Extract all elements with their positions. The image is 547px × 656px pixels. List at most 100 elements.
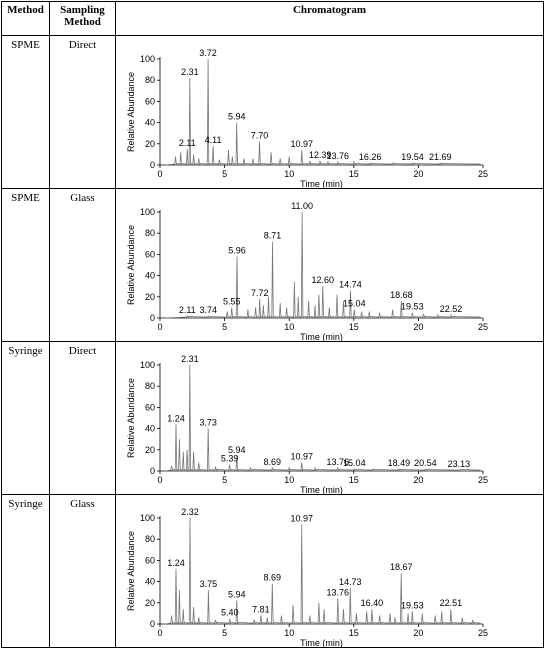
method-cell: SPME: [1, 35, 50, 189]
peak-label: 2.11: [179, 138, 196, 148]
method-cell: Syringe: [1, 341, 50, 495]
peak-label: 19.53: [401, 302, 424, 312]
peak-label: 15.04: [343, 299, 366, 309]
peak-label: 3.73: [199, 418, 217, 428]
sampling-cell: Direct: [49, 35, 116, 189]
peak-label: 5.94: [228, 590, 246, 600]
peak-label: 8.71: [264, 231, 282, 241]
peak-label: 18.49: [388, 458, 411, 468]
y-tick-label: 100: [140, 360, 155, 370]
peak-label: 2.11: [179, 305, 196, 315]
y-tick-label: 20: [145, 598, 155, 608]
chromatogram-chart: 0 20 40 60 80 100 0 5 10 15 20 25 Time (min) Relative…: [126, 507, 488, 648]
peak-label: 20.54: [414, 458, 437, 468]
y-tick-label: 40: [145, 424, 155, 434]
header-method: Method: [1, 1, 50, 36]
peak-label: 5.94: [228, 112, 246, 122]
y-tick-label: 0: [150, 160, 155, 170]
y-tick-label: 80: [145, 75, 155, 85]
peak-label: 2.31: [181, 67, 199, 77]
x-axis-label: Time (min): [300, 485, 343, 495]
y-tick-label: 100: [140, 207, 155, 217]
chromatogram-trace: [165, 364, 481, 472]
y-tick-label: 20: [145, 139, 155, 149]
peak-label: 15.04: [343, 458, 366, 468]
y-tick-label: 0: [150, 313, 155, 323]
peak-label: 10.97: [290, 452, 313, 462]
sampling-cell: Glass: [49, 188, 116, 342]
peak-label: 19.54: [401, 152, 424, 162]
x-tick-label: 25: [478, 628, 488, 638]
peak-label: 2.31: [181, 354, 199, 364]
peak-label: 13.76: [327, 457, 350, 467]
chromatogram-trace: [165, 211, 481, 319]
peak-label: 7.72: [251, 288, 269, 298]
x-tick-label: 5: [222, 169, 227, 179]
peak-label: 7.81: [252, 605, 270, 615]
peak-label: 5.55: [223, 296, 241, 306]
chromatogram-cell: 0 20 40 60 80 100 0 5 10 15 20 25 Time (min) Relative…: [115, 188, 544, 342]
y-tick-label: 40: [145, 118, 155, 128]
peak-label: 16.40: [361, 598, 384, 608]
y-axis-label: Relative Abundance: [126, 72, 136, 152]
y-axis-label: Relative Abundance: [126, 378, 136, 458]
peak-label: 19.53: [401, 600, 424, 610]
x-tick-label: 15: [349, 475, 359, 485]
peak-label: 10.97: [290, 513, 313, 523]
peak-label: 8.69: [264, 573, 282, 583]
table-row: SPME Direct 0 20 40 60 80 100 0 5 10 15 20 25 Time (…: [1, 35, 544, 189]
y-tick-label: 20: [145, 445, 155, 455]
x-tick-label: 0: [157, 475, 162, 485]
peak-label: 3.75: [200, 579, 218, 589]
x-tick-label: 25: [478, 322, 488, 332]
chromatogram-table: Method Sampling Method Chromatogram SPME…: [1, 1, 544, 648]
chromatogram-cell: 0 20 40 60 80 100 0 5 10 15 20 25 Time (min) Relative…: [115, 494, 544, 648]
y-tick-label: 80: [145, 381, 155, 391]
header-chromatogram: Chromatogram: [115, 1, 544, 36]
header-row: Method Sampling Method Chromatogram: [1, 1, 544, 36]
table-row: SPME Glass 0 20 40 60 80 100 0 5 10 15 20 25 Time (m…: [1, 188, 544, 342]
x-tick-label: 5: [222, 475, 227, 485]
x-tick-label: 20: [413, 475, 423, 485]
peak-label: 22.51: [440, 598, 463, 608]
peak-label: 14.74: [339, 279, 362, 289]
y-tick-label: 40: [145, 271, 155, 281]
x-tick-label: 20: [413, 322, 423, 332]
x-tick-label: 25: [478, 475, 488, 485]
peak-label: 10.97: [290, 139, 313, 149]
x-tick-label: 25: [478, 169, 488, 179]
y-axis-label: Relative Abundance: [126, 225, 136, 305]
chromatogram-trace: [165, 517, 481, 625]
x-tick-label: 20: [413, 169, 423, 179]
y-tick-label: 100: [140, 513, 155, 523]
peak-label: 2.32: [181, 507, 199, 517]
chromatogram-cell: 0 20 40 60 80 100 0 5 10 15 20 25 Time (min) Relative…: [115, 35, 544, 189]
x-tick-label: 15: [349, 628, 359, 638]
y-tick-label: 20: [145, 292, 155, 302]
peak-label: 21.69: [429, 152, 452, 162]
x-tick-label: 5: [222, 322, 227, 332]
header-sampling-method: Sampling Method: [49, 1, 116, 36]
method-cell: SPME: [1, 188, 50, 342]
y-tick-label: 0: [150, 466, 155, 476]
x-axis-label: Time (min): [300, 179, 343, 189]
x-tick-label: 15: [349, 322, 359, 332]
peak-label: 23.13: [448, 459, 471, 469]
peak-label: 4.11: [205, 135, 222, 145]
peak-label: 11.00: [291, 201, 313, 211]
peak-label: 12.60: [312, 275, 335, 285]
y-tick-label: 60: [145, 249, 155, 259]
x-tick-label: 0: [157, 322, 162, 332]
chromatogram-trace: [165, 58, 481, 166]
x-tick-label: 10: [284, 628, 294, 638]
peak-label: 5.96: [228, 246, 246, 256]
x-tick-label: 5: [222, 628, 227, 638]
x-tick-label: 20: [413, 628, 423, 638]
peak-label: 5.39: [221, 454, 239, 464]
sampling-cell: Direct: [49, 341, 116, 495]
peak-label: 8.69: [264, 457, 282, 467]
x-tick-label: 10: [284, 169, 294, 179]
peak-label: 18.68: [390, 290, 413, 300]
y-axis-label: Relative Abundance: [126, 531, 136, 611]
peak-label: 22.52: [440, 304, 463, 314]
